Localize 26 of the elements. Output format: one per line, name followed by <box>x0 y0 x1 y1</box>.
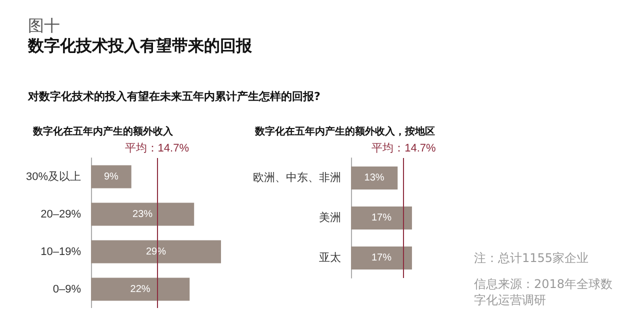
chart-title: 数字化在五年内产生的额外收入 <box>32 126 174 138</box>
y-tick-label: 美洲 <box>319 211 341 224</box>
data-label: 13% <box>364 172 384 184</box>
text: 对数字化技术的投入有望在未来五年内累计产生怎样的回报? <box>28 89 320 104</box>
y-tick-label: 0–9% <box>52 283 82 296</box>
data-label: 17% <box>371 212 392 224</box>
data-label: 23% <box>132 208 153 220</box>
data-label: 9% <box>104 171 119 182</box>
bar <box>91 278 190 301</box>
ref-line-label: 平均：14.7% <box>372 142 436 154</box>
text: 数字化技术投入有望带来的回报 <box>28 36 252 57</box>
ref-line-label: 平均：14.7% <box>124 142 190 154</box>
y-tick-label: 欧洲、中东、非洲 <box>253 171 341 184</box>
y-tick-label: 20–29% <box>40 208 82 220</box>
bar <box>91 165 132 188</box>
chart-title: 数字化在五年内产生的额外收入，按地区 <box>254 126 435 138</box>
y-tick-label: 30%及以上 <box>26 170 81 183</box>
text: 注：总计1155家企业 <box>474 250 589 267</box>
bar <box>91 202 194 226</box>
y-tick-label: 亚太 <box>319 251 341 264</box>
y-tick-label: 10–19% <box>40 246 82 258</box>
data-label: 17% <box>371 252 392 264</box>
text: 图十 <box>28 16 60 37</box>
text: 信息来源：2018年全球数字化运营调研 <box>474 276 614 308</box>
data-label: 22% <box>130 284 150 295</box>
bar <box>91 240 221 264</box>
